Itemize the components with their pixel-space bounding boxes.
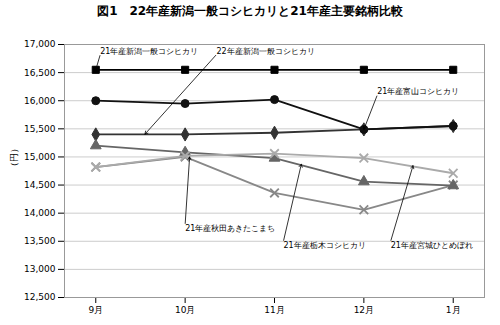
- svg-text:13,500: 13,500: [24, 236, 56, 246]
- svg-text:15,500: 15,500: [24, 124, 56, 134]
- svg-text:21年産秋田あきたこまち: 21年産秋田あきたこまち: [185, 224, 275, 233]
- svg-text:16,500: 16,500: [24, 67, 56, 77]
- svg-text:21年産新潟一般コシヒカリ: 21年産新潟一般コシヒカリ: [100, 47, 198, 56]
- svg-text:1月: 1月: [446, 305, 461, 315]
- svg-text:21年産宮城ひとめぼれ: 21年産宮城ひとめぼれ: [391, 241, 473, 250]
- svg-text:16,000: 16,000: [24, 96, 56, 106]
- svg-text:9月: 9月: [88, 305, 103, 315]
- svg-text:22年産新潟一般コシヒカリ: 22年産新潟一般コシヒカリ: [216, 47, 314, 56]
- svg-text:21年産富山コシヒカリ: 21年産富山コシヒカリ: [377, 87, 459, 96]
- svg-text:17,000: 17,000: [24, 39, 56, 49]
- svg-text:21年産栃木コシヒカリ: 21年産栃木コシヒカリ: [283, 241, 365, 250]
- svg-text:12,500: 12,500: [24, 292, 56, 302]
- svg-text:10月: 10月: [175, 305, 195, 315]
- svg-text:（円）: （円）: [9, 144, 19, 171]
- svg-text:15,000: 15,000: [24, 152, 56, 162]
- svg-text:14,000: 14,000: [24, 208, 56, 218]
- svg-text:14,500: 14,500: [24, 180, 56, 190]
- svg-text:11月: 11月: [264, 305, 284, 315]
- svg-text:13,000: 13,000: [24, 264, 56, 274]
- svg-text:12月: 12月: [354, 305, 374, 315]
- html-text:図1 22年産新潟一般コシヒカリと21年産主要銘柄比較: 図1 22年産新潟一般コシヒカリと21年産主要銘柄比較: [97, 4, 403, 18]
